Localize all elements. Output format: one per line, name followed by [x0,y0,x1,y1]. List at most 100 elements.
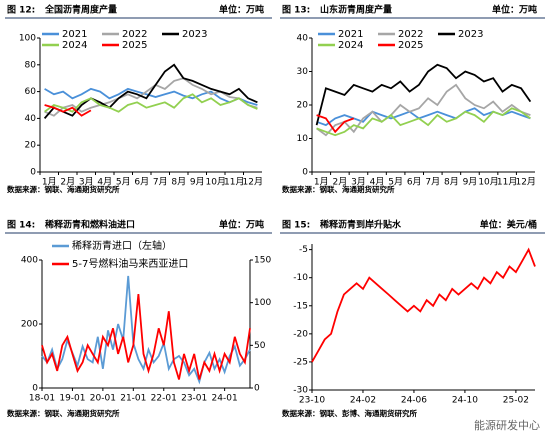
x-tick-label: 7月 [425,177,440,188]
x-tick-label: 7月 [153,177,168,188]
x-tick-label: 9月 [190,177,205,188]
x-tick-label: 25-02 [503,396,529,406]
unit-label: 单位：万吨 [219,4,264,16]
figure-label: 图 15: [282,220,310,231]
y-tick-label: 0 [30,168,36,178]
x-tick-label: 1月 [314,177,329,188]
x-tick-label: 11月 [224,177,244,188]
y-tick-label: -10 [293,273,308,283]
x-tick-label: 20-01 [90,394,116,404]
unit-label: 单位：万吨 [219,219,264,231]
series-line [41,294,251,380]
chart-title: 全国沥青周度产量 [44,4,117,16]
y-tick-label: 400 [21,256,38,266]
watermark: 能源研发中心 [474,418,540,432]
x-tick-label: 10月 [206,177,226,188]
source-note: 数据来源：钢联、海通期货研究所 [7,184,120,194]
legend-label: 2023 [458,29,483,40]
unit-label: 单位：万吨 [492,4,537,16]
x-tick-label: 12月 [515,177,535,188]
y-tick-label: 20 [297,101,309,111]
figure-label: 图 12: [7,5,35,16]
y-tick-label: 20 [25,141,37,151]
chart-title: 稀释沥青和燃料油进口 [45,219,135,231]
x-tick-label: 1月 [42,177,57,188]
legend-label: 2021 [62,29,87,40]
series-line [44,87,258,106]
y-tick-label: 0 [302,168,308,178]
legend-label: 2022 [122,29,147,40]
x-tick-label: 9月 [463,177,478,188]
x-tick-label: 10月 [478,177,498,188]
y-tick-label: 0 [32,384,38,394]
x-tick-label: 2月 [333,177,348,188]
legend-label: 2021 [338,29,363,40]
series-line [311,247,536,363]
x-tick-label: 3月 [79,177,94,188]
x-tick-label: 23-10 [299,396,325,406]
series-line [316,107,531,137]
legend-label: 5-7号燃料油马来西亚进口 [72,257,188,270]
series-line [44,104,92,117]
series-line [316,83,531,137]
y2-tick-label: 150 [254,256,271,266]
legend-label: 2024 [62,40,87,51]
x-tick-label: 5月 [116,177,131,188]
x-tick-label: 2月 [60,177,75,188]
source-note: 数据来源：钢联、海通期货研究所 [282,184,395,194]
legend-label: 2025 [398,40,423,51]
y-tick-label: -30 [293,386,308,396]
source-note: 数据来源：钢联、海通期货研究所 [7,408,120,418]
y-tick-label: 10 [297,134,309,144]
legend-label: 2025 [122,40,147,51]
y-tick-label: 60 [25,87,37,97]
y-tick-label: 30 [297,67,309,77]
x-tick-label: 21-01 [120,394,146,404]
series-line [316,114,355,134]
legend-label: 2023 [182,29,207,40]
figure-label: 图 13: [282,5,310,16]
y2-tick-label: 50 [254,341,266,351]
x-tick-label: 6月 [407,177,422,188]
x-tick-label: 8月 [444,177,459,188]
chart-title: 山东沥青周度产量 [320,4,392,16]
y2-tick-label: 0 [254,384,260,394]
unit-label: 单位：美元/桶 [480,219,537,231]
x-tick-label: 4月 [97,177,112,188]
x-tick-label: 22-01 [151,394,177,404]
legend-label: 稀释沥青进口（左轴） [72,239,172,252]
y-tick-label: 200 [21,320,38,330]
x-tick-label: 4月 [370,177,385,188]
chart-title: 稀释沥青到岸升贴水 [320,219,402,231]
y-tick-label: -25 [293,357,308,367]
x-tick-label: 18-01 [29,394,55,404]
series-line [41,275,251,385]
legend-label: 2024 [338,40,363,51]
x-tick-label: 8月 [171,177,186,188]
y-tick-label: 40 [25,114,37,124]
series-line [43,63,258,119]
x-tick-label: 23-01 [181,394,207,404]
y-tick-label: 40 [297,34,309,44]
x-tick-label: 24-01 [212,394,238,404]
x-tick-label: 3月 [351,177,366,188]
y-tick-label: -15 [293,301,308,311]
y-tick-label: 100 [19,34,36,44]
x-tick-label: 5月 [388,177,403,188]
figure-label: 图 14: [7,220,35,231]
source-note: 数据来源：钢联、彭博、海通期货研究所 [282,408,417,418]
y-tick-label: 80 [25,60,37,70]
y-tick-label: -20 [293,329,308,339]
series-line [44,93,258,113]
x-tick-label: 24-06 [401,396,427,406]
x-tick-label: 19-01 [59,394,85,404]
x-tick-label: 11月 [497,177,517,188]
y-tick-label: -5 [299,245,308,255]
x-tick-label: 24-02 [350,396,376,406]
series-line [315,63,532,126]
x-tick-label: 12月 [243,177,263,188]
x-tick-label: 6月 [134,177,149,188]
y2-tick-label: 100 [254,298,271,308]
legend-label: 2022 [398,29,423,40]
